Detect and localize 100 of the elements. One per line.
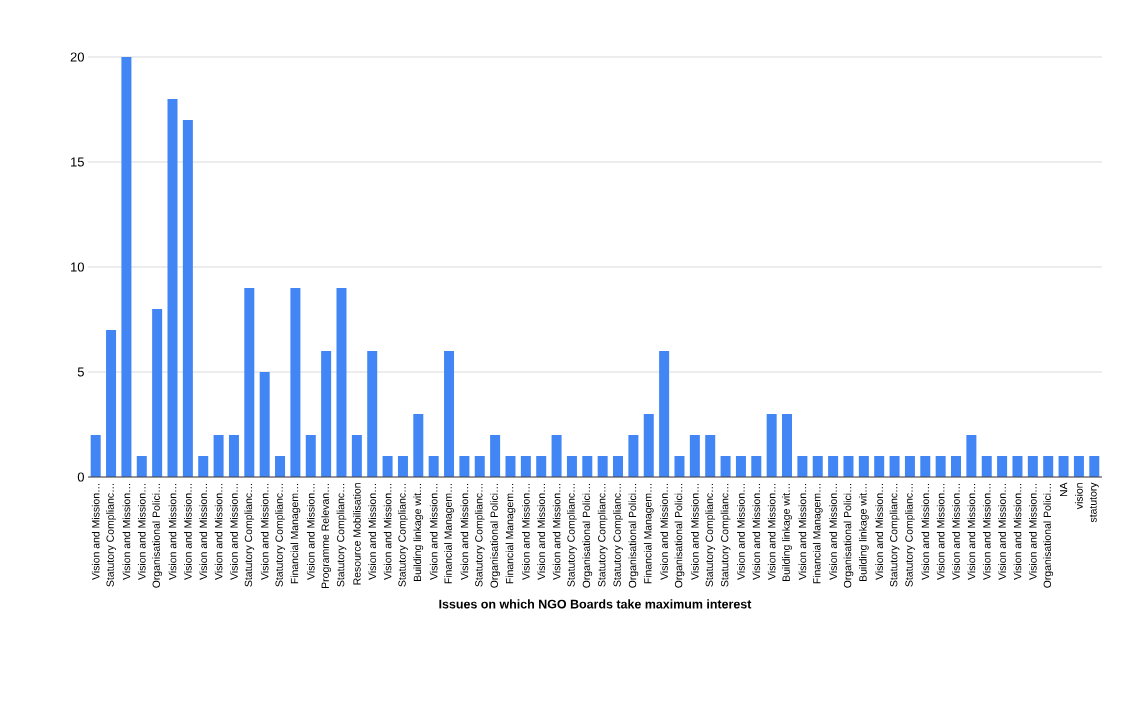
bar	[459, 456, 470, 477]
bar	[735, 456, 746, 477]
bar	[536, 456, 547, 477]
bar	[182, 120, 193, 477]
bar	[275, 456, 286, 477]
x-tick-label: Organisational Polici…	[1043, 483, 1054, 588]
x-tick-label: Statutory Complianc…	[705, 483, 716, 587]
x-tick-label: Vision and Mission…	[967, 483, 976, 580]
y-tick-label: 10	[71, 262, 84, 272]
bar	[351, 435, 362, 477]
x-tick-label: Statutory Complianc…	[905, 483, 915, 587]
y-tick-label: 5	[77, 367, 84, 377]
x-tick-label: Vision and Mission…	[429, 483, 438, 580]
bar	[136, 456, 147, 477]
x-tick-label: Statutory Complianc…	[597, 483, 608, 587]
bar	[106, 330, 117, 477]
x-tick-label: Financial Managem…	[444, 483, 454, 584]
bar	[121, 57, 132, 477]
x-tick-label: Vision and Mission…	[921, 483, 930, 580]
bar	[244, 288, 255, 477]
bar	[951, 456, 962, 477]
bar	[474, 456, 485, 477]
x-tick-label: Vision and Mission…	[214, 483, 223, 580]
bar	[290, 288, 301, 477]
bar	[720, 456, 731, 477]
bar	[858, 456, 869, 477]
bar	[413, 414, 424, 477]
x-tick-label: Vision and Mission…	[737, 483, 745, 580]
bar	[613, 456, 624, 477]
x-tick-label: Building linkage wit…	[413, 483, 424, 582]
x-tick-label: Vision and Mission…	[660, 483, 668, 580]
bar	[382, 456, 393, 477]
bar	[90, 435, 101, 477]
bar	[751, 456, 762, 477]
bar	[520, 456, 531, 477]
bar	[828, 456, 839, 477]
x-tick-label: Statutory Complianc…	[398, 483, 408, 587]
bar	[305, 435, 316, 477]
bar	[981, 456, 992, 477]
x-tick-label: Organisational Polici…	[152, 483, 163, 588]
x-tick-label: Vision and Mission…	[383, 483, 392, 580]
x-tick-label: Organisational Polici…	[490, 483, 500, 588]
x-tick-label: Statutory Complianc…	[106, 483, 116, 587]
x-tick-label: Vision and Mission…	[752, 483, 761, 580]
x-tick-label: Statutory Complianc…	[567, 483, 577, 587]
x-tick-label: Statutory Complianc…	[336, 483, 347, 587]
x-tick-label: Building linkage wit…	[858, 483, 869, 582]
bar	[566, 456, 577, 477]
bar	[228, 435, 239, 477]
bar	[643, 414, 654, 477]
bar	[797, 456, 808, 477]
bar	[843, 456, 854, 477]
bar	[689, 435, 700, 477]
x-tick-label: Organisational Polici…	[628, 483, 639, 588]
bar	[397, 456, 408, 477]
bar	[889, 456, 900, 477]
bar	[1027, 456, 1038, 477]
bar	[1012, 456, 1023, 477]
y-tick-label: 0	[77, 472, 84, 482]
bar	[966, 435, 977, 477]
x-tick-label: Vision and Mission…	[522, 483, 530, 580]
x-tick-label: Vision and Mission…	[829, 483, 837, 580]
bar	[766, 414, 777, 477]
bar	[674, 456, 685, 477]
bar	[444, 351, 455, 477]
x-tick-label: Statutory Complianc…	[720, 483, 731, 587]
x-tick-label: Vision and Mission…	[982, 483, 991, 580]
x-tick-label: Vision and Mission…	[230, 483, 238, 580]
bar	[167, 99, 178, 477]
bar	[152, 309, 163, 477]
x-tick-label: Financial Managem…	[505, 483, 516, 584]
x-tick-label: vision	[1075, 483, 1083, 510]
x-tick-label: Programme Relevan…	[321, 483, 332, 588]
x-tick-label: Vision and Mission…	[460, 483, 469, 580]
x-tick-label: Building linkage wit…	[782, 483, 792, 582]
bar	[336, 288, 347, 477]
x-tick-label: Vision and Mission…	[368, 483, 377, 580]
x-tick-label: Statutory Complianc…	[889, 483, 900, 587]
bar	[213, 435, 224, 477]
x-tick-label: Vision and Mission…	[199, 483, 208, 580]
x-tick-label: Vision and Mission…	[260, 483, 269, 580]
x-tick-label: Statutory Complianc…	[275, 483, 285, 587]
bar	[1058, 456, 1069, 477]
x-tick-label: Financial Managem…	[290, 483, 301, 584]
x-tick-label: Vision and Mission…	[306, 483, 315, 580]
bar	[582, 456, 593, 477]
y-tick-label: 15	[71, 157, 84, 167]
x-tick-label: Financial Managem…	[643, 483, 654, 584]
x-tick-label: Statutory Complianc…	[474, 483, 485, 587]
bar	[551, 435, 562, 477]
x-tick-label: NA	[1059, 482, 1068, 497]
x-tick-label: Vision and Mission…	[952, 483, 960, 580]
x-tick-label: Vision and Mission…	[691, 483, 699, 580]
x-tick-label: Vision and Mission…	[552, 483, 561, 580]
bar	[597, 456, 608, 477]
x-tick-label: Financial Managem…	[812, 483, 823, 584]
bar	[367, 351, 378, 477]
bar	[997, 456, 1008, 477]
y-tick-label: 20	[70, 52, 84, 62]
x-axis-title: Issues on which NGO Boards take maximum interest	[439, 599, 752, 609]
